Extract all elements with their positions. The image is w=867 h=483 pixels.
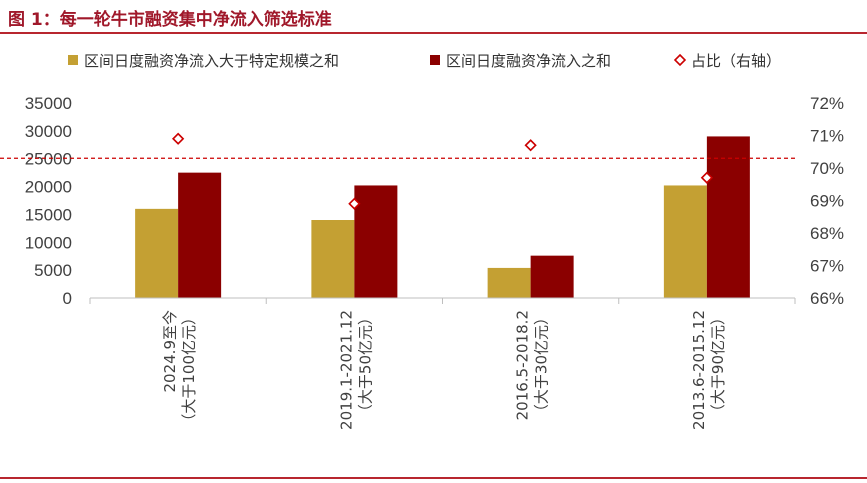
ratio-marker-3 [524,139,537,152]
category-label-1: 2024.9至今 （大于100亿元） [161,310,198,429]
chart-title: 图 1：每一轮牛市融资集中净流入筛选标准 [8,10,332,30]
right-tick-label: 68% [810,224,844,243]
bar-total-4 [706,136,750,298]
right-tick-label: 72% [810,94,844,113]
ratio-marker-4 [700,171,714,184]
ratio-marker-1 [171,132,185,145]
category-labels: 2024.9至今 （大于100亿元） 2019.1-2021.12 （大于50亿元） 2… [161,310,727,430]
bar-above-threshold-4 [663,185,707,298]
category-label-3: 2016.5-2018.2 （大于30亿元） [514,310,551,420]
category-period: 2019.1-2021.12 [337,310,355,430]
bar-total-2 [354,185,398,298]
left-tick-label: 20000 [25,178,72,197]
left-tick-label: 0 [63,289,72,308]
bar-above-threshold-1 [135,208,179,298]
bar-above-threshold-3 [487,267,531,298]
legend-swatch-2 [430,55,440,65]
bar-total-3 [530,255,574,298]
left-tick-label: 35000 [25,94,72,113]
left-axis: 0 5000 10000 15000 20000 25000 30000 35000 [25,94,72,308]
title-underline [0,32,867,34]
category-threshold: （大于50亿元） [356,310,374,419]
bar-series [135,136,750,298]
right-tick-label: 71% [810,127,844,146]
category-period: 2016.5-2018.2 [514,310,532,420]
right-tick-label: 70% [810,159,844,178]
category-threshold: （大于90亿元） [709,310,727,419]
right-tick-label: 66% [810,289,844,308]
category-period: 2013.6-2015.12 [690,310,708,430]
bar-total-1 [178,172,222,298]
category-threshold: （大于30亿元） [533,310,551,419]
bar-above-threshold-2 [311,220,355,298]
left-tick-label: 30000 [25,122,72,141]
category-threshold: （大于100亿元） [180,310,198,429]
ratio-markers [171,132,714,210]
left-tick-label: 15000 [25,205,72,224]
right-tick-label: 69% [810,192,844,211]
category-label-4: 2013.6-2015.12 （大于90亿元） [690,310,727,430]
category-period: 2024.9至今 [161,310,179,393]
left-tick-label: 25000 [25,150,72,169]
legend-label-3: 占比（右轴） [691,52,781,70]
category-label-2: 2019.1-2021.12 （大于50亿元） [337,310,374,430]
legend-label-2: 区间日度融资净流入之和 [446,52,611,70]
legend-swatch-3 [673,53,687,67]
x-axis [89,297,796,304]
ratio-marker-2 [348,197,361,210]
legend: 区间日度融资净流入大于特定规模之和 区间日度融资净流入之和 占比（右轴） [68,52,781,70]
bottom-rule [0,477,867,479]
right-tick-label: 67% [810,257,844,276]
left-tick-label: 5000 [34,261,72,280]
legend-label-1: 区间日度融资净流入大于特定规模之和 [84,52,339,70]
left-tick-label: 10000 [25,233,72,252]
legend-swatch-1 [68,55,78,65]
right-axis: 66% 67% 68% 69% 70% 71% 72% [810,94,844,308]
